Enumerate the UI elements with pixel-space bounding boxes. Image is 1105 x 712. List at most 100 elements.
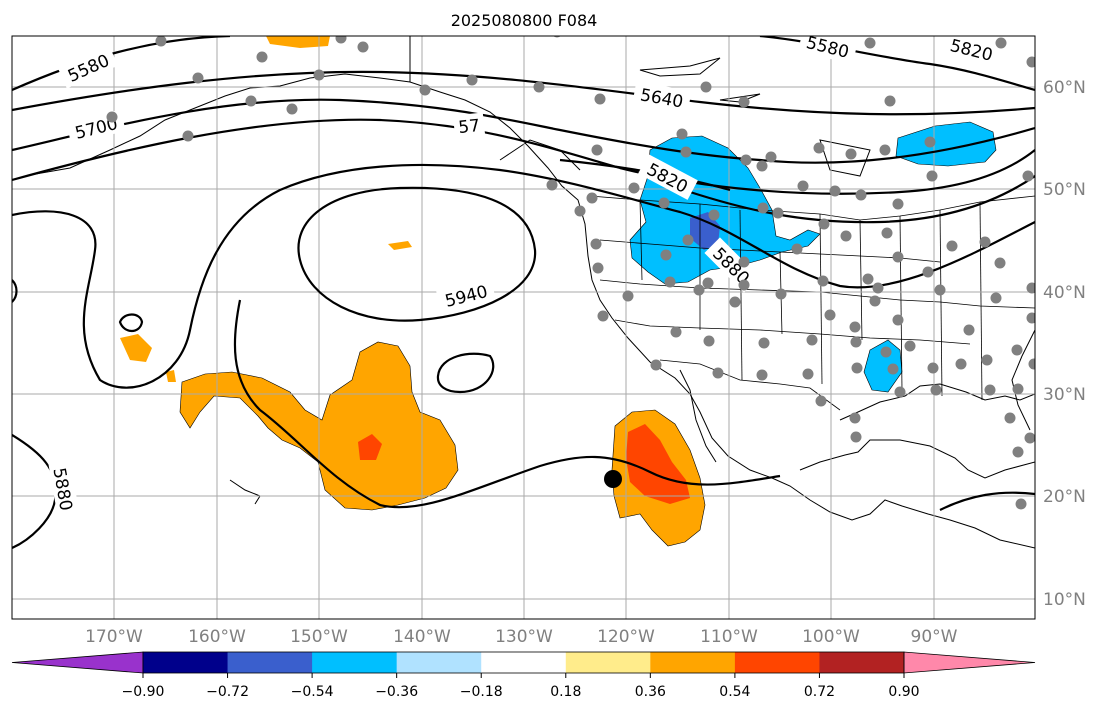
station-dot bbox=[815, 395, 827, 407]
station-dot bbox=[591, 144, 603, 156]
station-dot bbox=[927, 362, 939, 374]
station-dot bbox=[592, 262, 604, 274]
station-dot bbox=[864, 37, 876, 49]
station-dot bbox=[1026, 312, 1035, 324]
lat-label: 40°N bbox=[1043, 283, 1086, 303]
station-dot bbox=[850, 336, 862, 348]
station-dot bbox=[824, 309, 836, 321]
colorbar-outline bbox=[142, 651, 905, 674]
station-dot bbox=[1012, 446, 1024, 458]
station-dot bbox=[775, 288, 787, 300]
station-dot bbox=[586, 192, 598, 204]
station-dot bbox=[1022, 170, 1034, 182]
colorbar: −0.90 −0.72 −0.54 −0.36 −0.18 0.18 0.36 0.54 0.7… bbox=[11, 651, 1036, 700]
graticule bbox=[12, 36, 1035, 619]
station-dot bbox=[419, 84, 431, 96]
contour-5760 bbox=[12, 118, 1035, 195]
station-dot bbox=[658, 197, 670, 209]
station-dot bbox=[791, 243, 803, 255]
map-panel: 5580 5700 5640 5580 5820 5820 5880 5940 … bbox=[12, 36, 1035, 619]
contour-edge-loop bbox=[12, 279, 18, 303]
station-dot bbox=[963, 324, 975, 336]
station-dot bbox=[286, 103, 298, 115]
contour-label: 57 bbox=[457, 116, 481, 138]
negative-anomaly-region bbox=[863, 339, 903, 393]
station-dot bbox=[813, 142, 825, 154]
station-dot bbox=[887, 363, 899, 375]
station-dot bbox=[756, 160, 768, 172]
station-dot bbox=[738, 279, 750, 291]
station-dot bbox=[313, 69, 325, 81]
lon-label: 140°W bbox=[393, 627, 451, 647]
lat-label: 20°N bbox=[1043, 487, 1086, 507]
colorbar-extend-low bbox=[11, 651, 144, 674]
contour-5700 bbox=[12, 98, 1035, 164]
station-dot bbox=[817, 275, 829, 287]
contour-5880 bbox=[12, 163, 1035, 389]
station-dot bbox=[256, 51, 268, 63]
station-dot bbox=[650, 359, 662, 371]
colorbar-tick-label: −0.54 bbox=[291, 684, 334, 700]
station-markers bbox=[106, 36, 1035, 510]
station-dot bbox=[1026, 56, 1035, 68]
contour-5880-south bbox=[233, 299, 781, 509]
colorbar-segment bbox=[227, 652, 313, 673]
station-dot bbox=[664, 276, 676, 288]
colorbar-segment bbox=[481, 652, 567, 673]
colorbar-segment bbox=[565, 652, 651, 673]
station-dot bbox=[712, 367, 724, 379]
lon-label: 170°W bbox=[85, 627, 143, 647]
station-dot bbox=[984, 384, 996, 396]
station-dot bbox=[1026, 282, 1035, 294]
lon-label: 130°W bbox=[495, 627, 553, 647]
colorbar-tick-label: 0.18 bbox=[550, 684, 581, 700]
station-dot bbox=[872, 282, 884, 294]
colorbar-tick-label: −0.18 bbox=[460, 684, 503, 700]
station-dot bbox=[851, 362, 863, 374]
colorbar-segment bbox=[312, 652, 398, 673]
station-dot bbox=[879, 144, 891, 156]
station-dot bbox=[849, 321, 861, 333]
station-dot bbox=[892, 314, 904, 326]
station-dot bbox=[1028, 358, 1035, 370]
station-dot bbox=[934, 284, 946, 296]
colorbar-tick-label: 0.72 bbox=[804, 684, 835, 700]
station-dot bbox=[597, 310, 609, 322]
station-dot bbox=[594, 93, 606, 105]
station-dot bbox=[994, 257, 1006, 269]
lon-label: 160°W bbox=[188, 627, 246, 647]
lat-label: 50°N bbox=[1043, 180, 1086, 200]
station-dot bbox=[881, 227, 893, 239]
lon-label: 110°W bbox=[700, 627, 758, 647]
contour-5580 bbox=[12, 36, 231, 92]
station-dot bbox=[855, 189, 867, 201]
station-dot bbox=[845, 148, 857, 160]
lat-label: 60°N bbox=[1043, 78, 1086, 98]
contour-5940 bbox=[297, 186, 537, 322]
positive-anomaly-region bbox=[166, 370, 176, 382]
longitude-labels: 170°W 160°W 150°W 140°W 130°W 120°W 110°… bbox=[85, 627, 958, 647]
station-dot bbox=[829, 185, 841, 197]
station-dot bbox=[693, 284, 705, 296]
station-dot bbox=[869, 295, 881, 307]
station-dot bbox=[880, 346, 892, 358]
station-dot bbox=[245, 95, 257, 107]
station-dot bbox=[660, 249, 672, 261]
station-dot bbox=[622, 290, 634, 302]
colorbar-tick-label: 0.90 bbox=[888, 684, 919, 700]
station-dot bbox=[192, 72, 204, 84]
colorbar-tick-label: 0.36 bbox=[635, 684, 666, 700]
station-dot bbox=[574, 205, 586, 217]
colorbar-segment bbox=[396, 652, 482, 673]
station-dot bbox=[676, 128, 688, 140]
station-dot bbox=[738, 256, 750, 268]
station-dot bbox=[904, 340, 916, 352]
station-dot bbox=[533, 81, 545, 93]
contour-5880-east bbox=[939, 491, 1035, 511]
station-dot bbox=[990, 292, 1002, 304]
station-dot bbox=[680, 146, 692, 158]
colorbar-tick-label: 0.54 bbox=[719, 684, 750, 700]
station-dot bbox=[670, 326, 682, 338]
map-frame bbox=[11, 35, 1036, 620]
